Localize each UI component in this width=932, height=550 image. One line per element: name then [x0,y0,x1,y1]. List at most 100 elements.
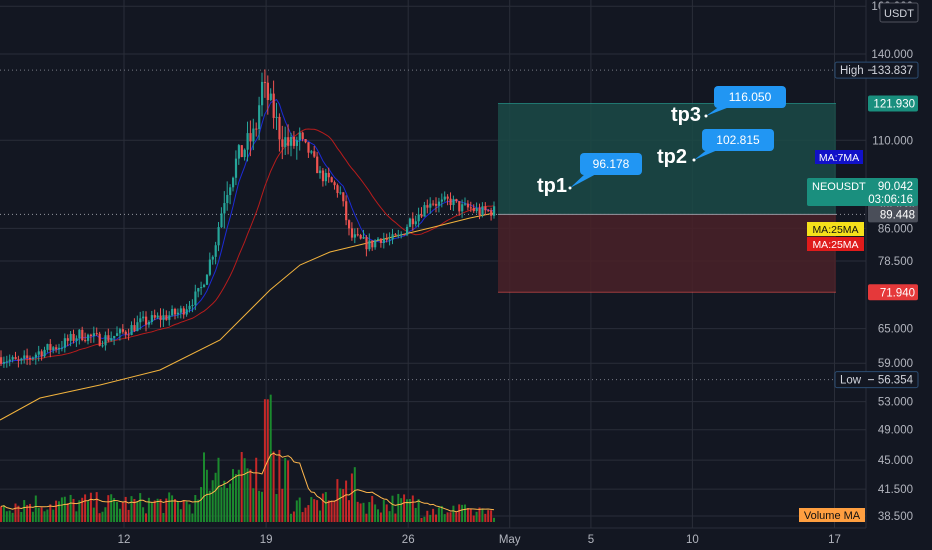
volume-bar [92,507,95,522]
candle-body [110,338,113,341]
candle-body [339,192,342,194]
candle-body [69,333,72,341]
candle-body [487,210,490,212]
volume-bar [52,509,55,522]
candle-body [275,116,278,118]
volume-bar [136,501,139,522]
candle-body [374,240,377,248]
volume-bar [414,507,417,522]
candle-body [295,140,298,146]
volume-bar [411,495,414,522]
time-axis[interactable]: 12 19 26 May 5 10 17 [118,534,841,546]
volume-bar [220,487,223,522]
volume-bar [443,514,446,522]
volume-bar [87,501,89,522]
callout-pointer [706,106,732,116]
volume-bar [493,517,495,522]
candle-body [133,325,136,332]
volume-bar [295,500,298,522]
target-callout-box [702,129,774,151]
volume-bar [261,491,263,522]
candle-body [423,205,426,217]
volume-bar [159,499,162,522]
candle-body [371,240,374,248]
candle-body [127,334,130,336]
price-tick-label: 49.000 [878,425,913,437]
volume-bar [379,512,382,522]
candle-body [307,142,310,153]
candle-body [104,335,107,346]
candle-body [461,204,464,212]
candle-body [324,172,327,182]
candle-body [229,187,232,196]
volume-bar [69,494,72,522]
candle-body [145,316,148,325]
volume-bar [263,399,266,522]
candle-body [261,81,264,106]
candle-body [29,357,32,359]
volume-bar [348,500,350,522]
candle-body [113,335,116,339]
profit-zone [498,103,836,215]
volume-bar [142,507,145,522]
volume-bar [466,508,469,522]
candle-body [469,207,472,209]
volume-bar [408,498,411,522]
candle-body [246,133,249,150]
candle-body [136,322,139,332]
candle-body [446,196,449,199]
volume-bar [435,514,437,522]
candle-body [316,156,319,174]
volume-bar [475,511,478,522]
volume-bar [307,505,310,522]
candle-body [321,170,325,182]
price-tick-label: 41.500 [878,484,913,496]
position-zones [498,102,836,293]
volume-bar [478,507,481,522]
volume-bar [104,507,107,522]
volume-bar [472,515,475,522]
price-tick-label: 78.500 [878,256,913,268]
indicator-tag [815,150,863,164]
candle-body [98,333,101,346]
volume-bar [89,492,92,522]
volume-bar [211,480,214,522]
candle-body [391,234,394,240]
volume-bar [147,497,150,522]
volume-bar [446,512,449,522]
callout-pointer [570,173,598,188]
candle-body [55,347,58,350]
candle-body [20,358,23,361]
volume-bar [101,511,104,522]
price-axis[interactable]: 38.500 41.500 45.000 49.000 53.000 59.000 65.0… [871,1,913,523]
volume-bar [461,504,464,522]
candle-body [208,259,211,275]
target-callout-box [580,153,642,175]
candle-body [435,203,438,206]
volume-bar [481,509,484,522]
time-tick-label: May [499,534,521,546]
volume-bar [78,500,81,522]
volume-bar [255,457,258,522]
volume-bar [43,511,46,522]
currency-label[interactable]: USDT [879,2,919,23]
volume-bar [113,498,116,522]
candle-body [342,192,345,202]
candle-body [252,128,255,142]
volume-bar [176,501,179,522]
volume-ma-tag [799,508,865,522]
candle-body [298,132,301,141]
callout-anchor-dot [692,158,696,162]
volume-bar [374,504,377,522]
volume-bar [229,483,232,522]
candle-body [348,220,351,229]
candle-body [411,218,414,225]
price-tick-label: 53.000 [878,397,913,409]
candle-body [226,195,229,204]
candle-body [493,206,496,216]
candle-body [388,239,391,241]
candle-body [440,199,443,202]
volume-bar [290,513,292,522]
volume-bar [469,508,472,522]
